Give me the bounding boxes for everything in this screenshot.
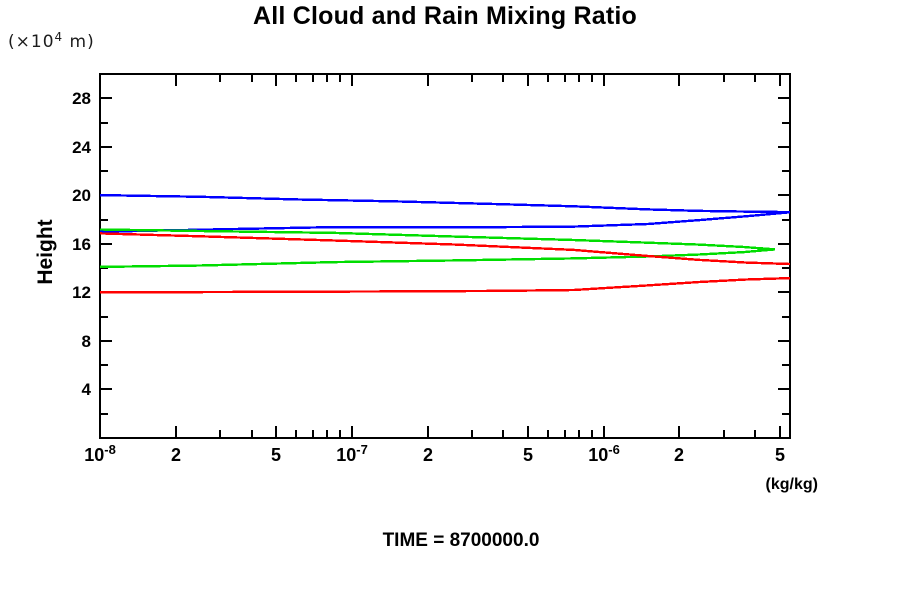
y-tick-label: 24 <box>72 138 91 157</box>
series-line-blue-lower-branch <box>99 211 791 233</box>
y-tick-label: 12 <box>72 283 91 302</box>
x-axis-units-label: (kg/kg) <box>765 476 818 493</box>
y-tick-label: 8 <box>82 332 91 351</box>
x-tick-label: 2 <box>423 445 433 465</box>
series-line-blue-upper-branch <box>99 193 791 214</box>
y-tick-label: 28 <box>72 89 91 108</box>
time-label: TIME = 8700000.0 <box>382 530 540 551</box>
x-tick-label: 2 <box>674 445 684 465</box>
series-line-green-lower-branch <box>99 248 776 269</box>
x-tick-label: 10-8 <box>84 442 116 465</box>
y-axis-units-label: (×104 m) <box>8 30 95 52</box>
y-tick-label: 16 <box>72 235 91 254</box>
x-tick-label: 5 <box>523 445 533 465</box>
y-tick-label: 4 <box>82 380 92 399</box>
x-tick-label: 5 <box>271 445 281 465</box>
x-tick-label: 10-7 <box>336 442 368 465</box>
y-units-exponent: 4 <box>54 30 64 44</box>
y-units-prefix: (×10 <box>8 32 55 52</box>
y-units-suffix: m) <box>63 32 95 52</box>
y-tick-label: 20 <box>72 186 91 205</box>
x-tick-label: 2 <box>171 445 181 465</box>
x-tick-label: 5 <box>775 445 785 465</box>
series-line-red-upper-branch <box>99 232 791 266</box>
chart-title: All Cloud and Rain Mixing Ratio <box>253 2 637 30</box>
x-tick-label: 10-6 <box>588 442 620 465</box>
series-line-red-lower-branch <box>99 276 791 294</box>
plot-frame <box>99 73 791 439</box>
series-line-green-upper-branch <box>99 228 776 251</box>
